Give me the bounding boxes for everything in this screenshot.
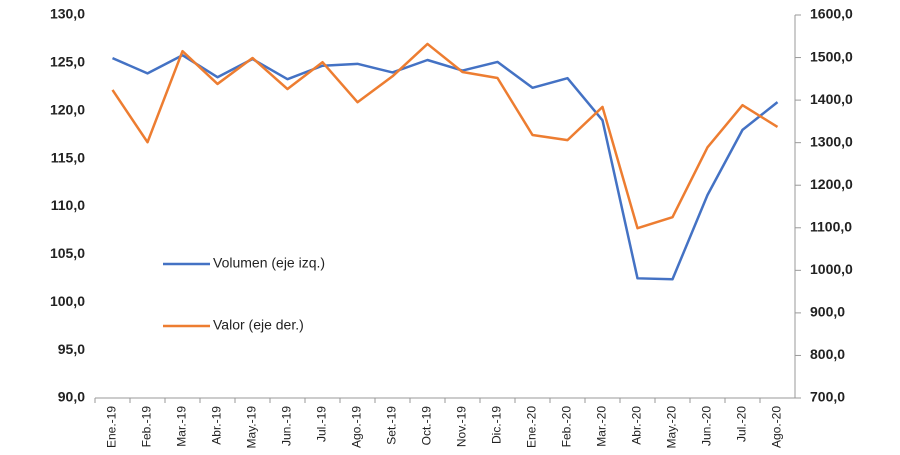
y2-tick-label: 1100,0 — [810, 218, 852, 234]
series-line — [111, 53, 779, 281]
x-tick-label: Jul.-19 — [315, 406, 329, 442]
y2-tick-label: 1400,0 — [810, 91, 853, 107]
x-tick-label: Mar.-19 — [175, 406, 189, 447]
y2-tick-label: 1500,0 — [810, 48, 853, 64]
legend-label: Valor (eje der.) — [213, 317, 304, 333]
y-tick-label: 115,0 — [51, 149, 85, 165]
x-tick-label: May.-20 — [665, 406, 679, 449]
y-tick-label: 105,0 — [50, 245, 85, 261]
y2-tick-label: 900,0 — [810, 304, 845, 320]
x-tick-label: Oct.-19 — [420, 406, 434, 446]
x-tick-label: Jun.-20 — [700, 406, 714, 446]
y2-tick-label: 1200,0 — [810, 176, 853, 192]
x-tick-label: Jun.-19 — [280, 406, 294, 446]
y-tick-label: 110,0 — [51, 197, 85, 213]
x-tick-label: Set.-19 — [385, 406, 399, 445]
y-tick-label: 125,0 — [50, 54, 85, 70]
x-tick-label: Ene.-20 — [525, 406, 539, 448]
series-line — [111, 42, 779, 230]
x-tick-label: Mar.-20 — [595, 406, 609, 447]
x-tick-label: Feb.-20 — [560, 406, 574, 448]
y-tick-label: 120,0 — [50, 101, 85, 117]
x-tick-label: Jul.-20 — [735, 406, 749, 442]
y-tick-label: 90,0 — [58, 389, 85, 405]
y2-tick-label: 700,0 — [810, 389, 845, 405]
y-tick-label: 130,0 — [50, 6, 85, 22]
y2-tick-label: 1000,0 — [810, 261, 853, 277]
y2-tick-label: 1300,0 — [810, 133, 853, 149]
x-tick-label: Nov.-19 — [455, 406, 469, 447]
x-tick-label: Ago.-19 — [350, 406, 364, 448]
x-tick-label: May.-19 — [245, 406, 259, 449]
x-tick-label: Ene.-19 — [105, 406, 119, 448]
y2-tick-label: 1600,0 — [810, 6, 853, 22]
y2-tick-label: 800,0 — [810, 346, 845, 362]
y-tick-label: 95,0 — [58, 341, 85, 357]
legend-label: Volumen (eje izq.) — [213, 255, 325, 271]
x-tick-label: Feb.-19 — [140, 406, 154, 448]
y-tick-label: 100,0 — [50, 293, 85, 309]
x-tick-label: Abr.-19 — [210, 406, 224, 445]
x-tick-label: Dic.-19 — [490, 406, 504, 444]
x-tick-label: Abr.-20 — [630, 406, 644, 445]
x-tick-label: Ago.-20 — [770, 406, 784, 448]
